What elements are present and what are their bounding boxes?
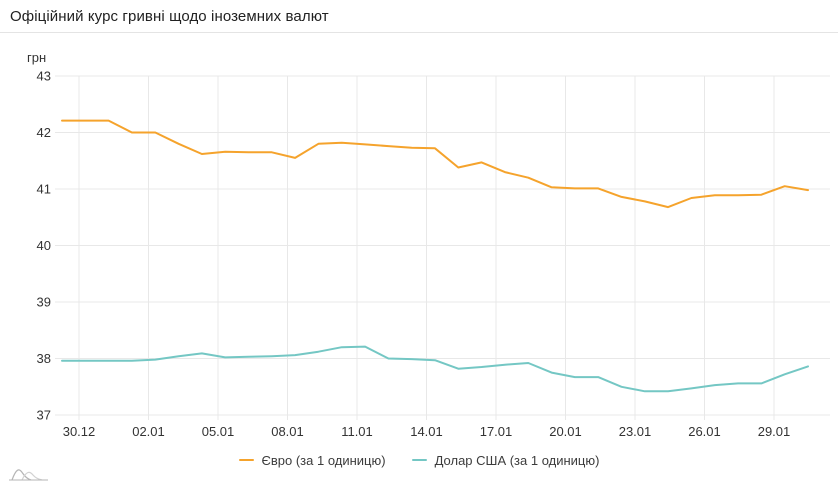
euro-series-marker	[238, 459, 254, 461]
page-title: Офіційний курс гривні щодо іноземних вал…	[10, 7, 329, 25]
y-tick-label: 41	[37, 182, 51, 197]
x-tick-label: 20.01	[549, 424, 582, 439]
legend-item-euro[interactable]: Євро (за 1 одиницю)	[238, 452, 386, 468]
x-tick-label: 11.01	[341, 424, 373, 439]
usd-line	[61, 345, 809, 393]
x-tick-label: 29.01	[758, 424, 791, 439]
y-axis-unit-label: грн	[27, 50, 47, 65]
x-tick-label: 05.01	[202, 424, 235, 439]
x-tick-label: 02.01	[132, 424, 165, 439]
y-tick-label: 38	[37, 351, 51, 366]
y-tick-label: 42	[37, 125, 51, 140]
euro-line	[61, 119, 809, 209]
x-tick-label: 30.12	[63, 424, 96, 439]
x-tick-label: 26.01	[688, 424, 721, 439]
y-tick-label: 40	[37, 238, 51, 253]
widget-header: Офіційний курс гривні щодо іноземних вал…	[0, 0, 838, 33]
x-tick-label: 14.01	[410, 424, 443, 439]
usd-series-marker	[411, 459, 427, 461]
x-tick-label: 23.01	[619, 424, 652, 439]
hills-watermark-icon	[9, 469, 48, 481]
y-tick-label: 37	[37, 408, 51, 423]
x-tick-label: 17.01	[480, 424, 513, 439]
y-tick-label: 43	[37, 69, 51, 84]
legend-label-usd: Долар США (за 1 одиницю)	[434, 452, 600, 468]
legend-item-usd[interactable]: Долар США (за 1 одиницю)	[411, 452, 600, 468]
chart-legend: Євро (за 1 одиницю) Долар США (за 1 один…	[0, 449, 838, 471]
legend-label-euro: Євро (за 1 одиницю)	[261, 452, 386, 468]
x-tick-label: 08.01	[271, 424, 304, 439]
plot-area[interactable]	[62, 76, 830, 415]
y-tick-label: 39	[37, 295, 51, 310]
